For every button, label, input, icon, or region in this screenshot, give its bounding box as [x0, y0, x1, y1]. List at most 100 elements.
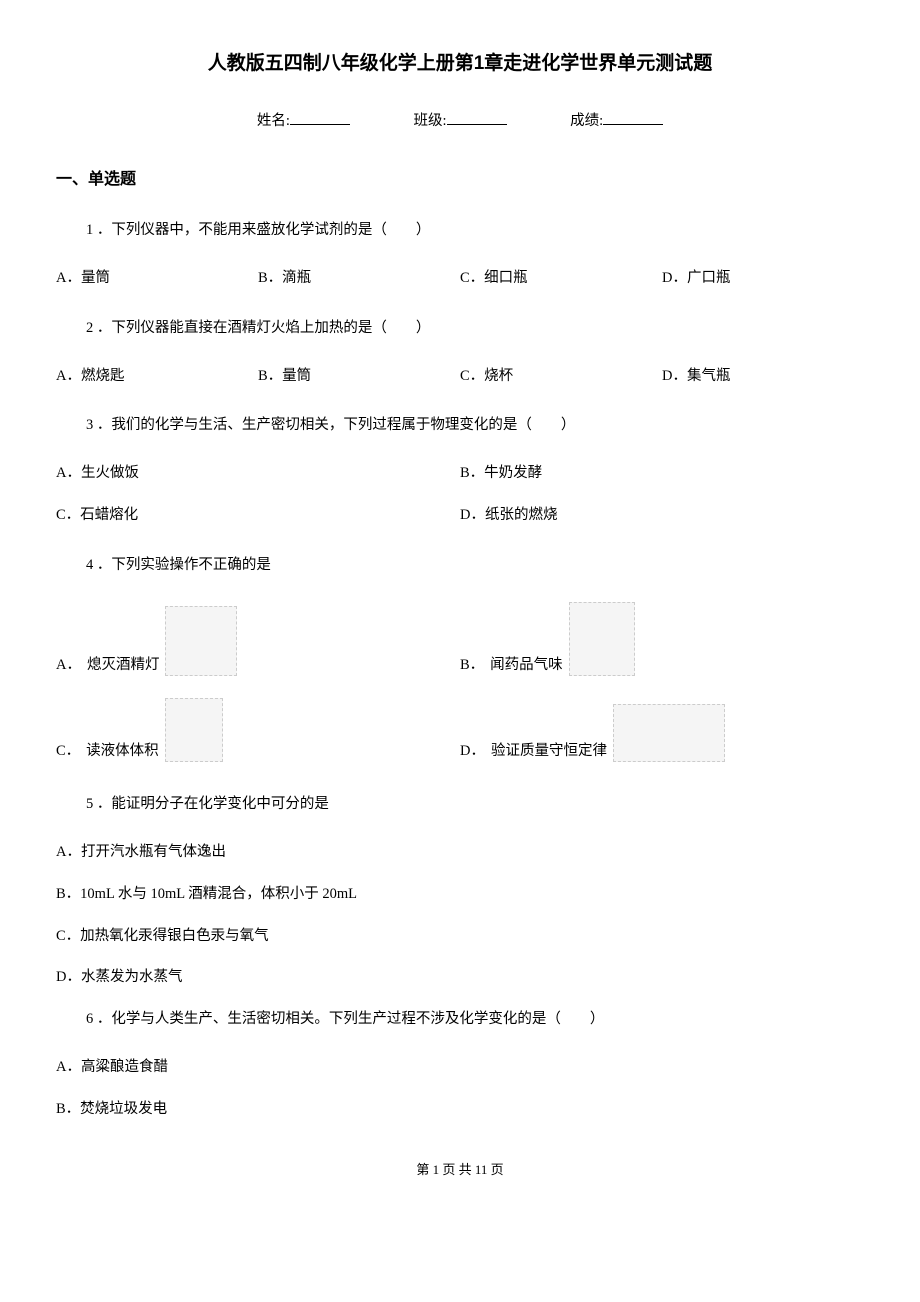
form-row: 姓名: 班级: 成绩: — [56, 111, 864, 133]
q1-stem: 下列仪器中，不能用来盛放化学试剂的是（ ） — [111, 222, 430, 238]
q6-a-label: A． — [56, 1059, 81, 1075]
q2-options: A．燃烧匙 B．量筒 C．烧杯 D．集气瓶 — [56, 366, 864, 388]
q4-opt-b: B． 闻药品气味 — [460, 602, 864, 676]
q2-c-label: C． — [460, 368, 484, 384]
q6-options: A．高粱酿造食醋 B．焚烧垃圾发电 — [56, 1057, 864, 1121]
section-heading: 一、单选题 — [56, 168, 864, 192]
question-3: 3 ．我们的化学与生活、生产密切相关，下列过程属于物理变化的是（ ） — [86, 415, 864, 437]
q1-a-label: A． — [56, 270, 81, 286]
q5-stem: 能证明分子在化学变化中可分的是 — [111, 796, 329, 812]
q3-b-label: B． — [460, 465, 484, 481]
q2-d-text: 集气瓶 — [687, 368, 731, 384]
score-label: 成绩: — [570, 111, 603, 133]
q6-opt-b: B．焚烧垃圾发电 — [56, 1099, 864, 1121]
q5-b-label: B． — [56, 886, 80, 902]
q4-a-text: 熄灭酒精灯 — [87, 655, 160, 677]
q1-c-text: 细口瓶 — [484, 270, 528, 286]
q4-a-label: A． — [56, 655, 81, 677]
q1-b-text: 滴瓶 — [282, 270, 311, 286]
q5-opt-d: D．水蒸发为水蒸气 — [56, 967, 864, 989]
document-title: 人教版五四制八年级化学上册第1章走进化学世界单元测试题 — [56, 50, 864, 79]
q6-stem: 化学与人类生产、生活密切相关。下列生产过程不涉及化学变化的是（ ） — [111, 1011, 604, 1027]
q4-num: 4 ． — [86, 557, 111, 573]
q1-b-label: B． — [258, 270, 282, 286]
q5-c-text: 加热氧化汞得银白色汞与氧气 — [80, 928, 269, 944]
q4-d-image — [613, 704, 725, 762]
question-5: 5 ．能证明分子在化学变化中可分的是 — [86, 794, 864, 816]
q5-num: 5 ． — [86, 796, 111, 812]
q4-c-text: 读液体体积 — [86, 741, 159, 763]
q2-c-text: 烧杯 — [484, 368, 513, 384]
q3-stem: 我们的化学与生活、生产密切相关，下列过程属于物理变化的是（ ） — [111, 417, 575, 433]
q6-b-text: 焚烧垃圾发电 — [80, 1101, 167, 1117]
q1-c-label: C． — [460, 270, 484, 286]
q5-opt-c: C．加热氧化汞得银白色汞与氧气 — [56, 926, 864, 948]
q2-b-text: 量筒 — [282, 368, 311, 384]
question-4: 4 ．下列实验操作不正确的是 — [86, 555, 864, 577]
q1-opt-b: B．滴瓶 — [258, 268, 460, 290]
q3-num: 3 ． — [86, 417, 111, 433]
q1-num: 1 ． — [86, 222, 111, 238]
q3-options: A．生火做饭 B．牛奶发酵 C．石蜡熔化 D．纸张的燃烧 — [56, 463, 864, 547]
q4-d-text: 验证质量守恒定律 — [491, 741, 607, 763]
q3-a-text: 生火做饭 — [81, 465, 139, 481]
q2-a-text: 燃烧匙 — [81, 368, 125, 384]
q1-opt-d: D．广口瓶 — [662, 268, 864, 290]
q6-b-label: B． — [56, 1101, 80, 1117]
q3-opt-c: C．石蜡熔化 — [56, 505, 460, 527]
q3-b-text: 牛奶发酵 — [484, 465, 542, 481]
q2-opt-b: B．量筒 — [258, 366, 460, 388]
q3-c-label: C． — [56, 507, 80, 523]
q5-options: A．打开汽水瓶有气体逸出 B．10mL 水与 10mL 酒精混合，体积小于 20… — [56, 842, 864, 989]
page-footer: 第 1 页 共 11 页 — [56, 1160, 864, 1180]
q5-d-label: D． — [56, 969, 81, 985]
name-blank — [290, 124, 350, 125]
q4-opt-d: D． 验证质量守恒定律 — [460, 698, 864, 762]
class-label: 班级: — [413, 111, 446, 133]
q2-a-label: A． — [56, 368, 81, 384]
q2-d-label: D． — [662, 368, 687, 384]
question-1: 1 ．下列仪器中，不能用来盛放化学试剂的是（ ） — [86, 220, 864, 242]
q4-c-image — [165, 698, 223, 762]
q4-d-label: D． — [460, 741, 485, 763]
q6-num: 6 ． — [86, 1011, 111, 1027]
q6-a-text: 高粱酿造食醋 — [81, 1059, 168, 1075]
q5-b-text: 10mL 水与 10mL 酒精混合，体积小于 20mL — [80, 886, 357, 902]
q4-stem: 下列实验操作不正确的是 — [111, 557, 271, 573]
q1-options: A．量筒 B．滴瓶 C．细口瓶 D．广口瓶 — [56, 268, 864, 290]
q2-b-label: B． — [258, 368, 282, 384]
q1-d-text: 广口瓶 — [687, 270, 731, 286]
q2-num: 2 ． — [86, 320, 111, 336]
q2-opt-d: D．集气瓶 — [662, 366, 864, 388]
q4-b-label: B． — [460, 655, 484, 677]
q5-c-label: C． — [56, 928, 80, 944]
question-2: 2 ．下列仪器能直接在酒精灯火焰上加热的是（ ） — [86, 318, 864, 340]
name-label: 姓名: — [257, 111, 290, 133]
q2-stem: 下列仪器能直接在酒精灯火焰上加热的是（ ） — [111, 320, 430, 336]
q5-a-label: A． — [56, 844, 81, 860]
q5-opt-a: A．打开汽水瓶有气体逸出 — [56, 842, 864, 864]
q4-opt-c: C． 读液体体积 — [56, 698, 460, 762]
q4-b-text: 闻药品气味 — [490, 655, 563, 677]
q1-opt-c: C．细口瓶 — [460, 268, 662, 290]
q2-opt-a: A．燃烧匙 — [56, 366, 258, 388]
q3-a-label: A． — [56, 465, 81, 481]
class-blank — [447, 124, 507, 125]
q5-d-text: 水蒸发为水蒸气 — [81, 969, 183, 985]
q3-opt-a: A．生火做饭 — [56, 463, 460, 485]
q3-c-text: 石蜡熔化 — [80, 507, 138, 523]
q6-opt-a: A．高粱酿造食醋 — [56, 1057, 864, 1079]
score-blank — [603, 124, 663, 125]
q3-opt-d: D．纸张的燃烧 — [460, 505, 864, 527]
q1-opt-a: A．量筒 — [56, 268, 258, 290]
q2-opt-c: C．烧杯 — [460, 366, 662, 388]
q1-a-text: 量筒 — [81, 270, 110, 286]
q4-opt-a: A． 熄灭酒精灯 — [56, 602, 460, 676]
q4-b-image — [569, 602, 635, 676]
q3-d-label: D． — [460, 507, 485, 523]
q4-c-label: C． — [56, 741, 80, 763]
q3-opt-b: B．牛奶发酵 — [460, 463, 864, 485]
q4-a-image — [165, 606, 237, 676]
q5-a-text: 打开汽水瓶有气体逸出 — [81, 844, 226, 860]
question-6: 6 ．化学与人类生产、生活密切相关。下列生产过程不涉及化学变化的是（ ） — [86, 1009, 864, 1031]
